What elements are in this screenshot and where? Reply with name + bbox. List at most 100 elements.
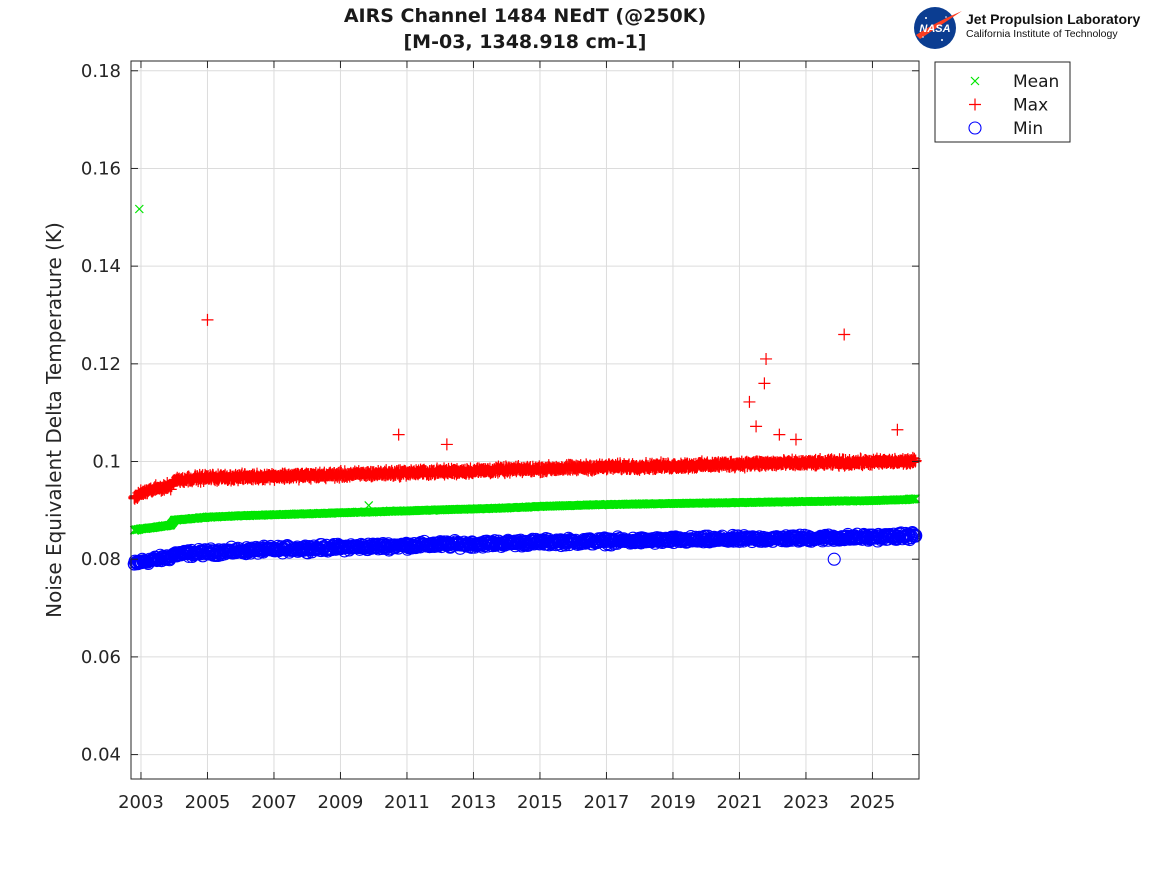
outlier-max (891, 423, 904, 436)
point-min (300, 541, 314, 556)
point-min (164, 550, 178, 564)
series-mean (129, 494, 921, 535)
x-tick-label: 2015 (517, 792, 563, 813)
legend-label-max: Max (1013, 96, 1048, 116)
point-min (234, 544, 248, 558)
point-min (184, 546, 198, 560)
point-min (909, 528, 923, 542)
point-max (184, 472, 197, 485)
point-max (866, 456, 879, 469)
x-tick-label: 2021 (717, 792, 763, 813)
chart-title-line: AIRS Channel 1484 NEdT (@250K) (344, 5, 706, 27)
point-min (699, 533, 713, 547)
series-max (128, 451, 922, 505)
y-axis-label: Noise Equivalent Delta Temperature (K) (42, 222, 66, 618)
y-tick-label: 0.14 (81, 256, 121, 277)
point-min (134, 555, 148, 569)
nasa-meatball-icon: NASA (914, 7, 962, 49)
point-min (267, 542, 281, 556)
point-min (167, 547, 181, 561)
point-min (217, 543, 231, 557)
point-max (201, 471, 214, 484)
x-tick-label: 2017 (584, 792, 630, 813)
outlier-max (838, 328, 851, 341)
point-max (267, 470, 280, 483)
point-min (599, 534, 614, 548)
point-min (433, 538, 447, 552)
point-min (832, 531, 846, 545)
outlier-max (440, 438, 453, 451)
outlier-max (392, 428, 405, 441)
point-min (533, 535, 547, 549)
x-tick-label: 2013 (451, 792, 497, 813)
point-max (234, 471, 247, 484)
point-max (367, 467, 380, 480)
outlier-max (743, 395, 756, 408)
jpl-subtitle: California Institute of Technology (966, 28, 1118, 40)
outlier-max (750, 420, 763, 433)
outlier-max (201, 313, 214, 326)
jpl-logo: NASA Jet Propulsion Laboratory Californi… (912, 5, 1157, 51)
point-max (700, 458, 713, 471)
point-max (134, 487, 147, 500)
jpl-name: Jet Propulsion Laboratory (966, 11, 1141, 27)
point-min (666, 533, 680, 547)
point-max (500, 463, 513, 476)
outlier-max (760, 352, 773, 365)
point-min (500, 536, 514, 550)
point-max (666, 459, 679, 472)
point-max (833, 456, 846, 469)
point-max (567, 461, 580, 474)
point-max (733, 457, 746, 470)
y-tick-label: 0.06 (81, 647, 121, 668)
chart-title: AIRS Channel 1484 NEdT (@250K) [M-03, 134… (344, 5, 706, 53)
point-max (400, 466, 413, 479)
outlier-mean (134, 204, 144, 214)
legend-label-min: Min (1013, 119, 1043, 139)
point-min (200, 545, 215, 559)
y-tick-label: 0.12 (81, 354, 121, 375)
outlier-max (758, 377, 771, 390)
point-min (799, 531, 813, 545)
point-min (466, 537, 481, 551)
point-min (333, 540, 348, 555)
point-min (151, 552, 165, 566)
point-max (434, 465, 447, 478)
x-tick-label: 2009 (318, 792, 364, 813)
nasa-wordmark: NASA (919, 23, 950, 35)
point-max (633, 460, 646, 473)
y-tick-label: 0.1 (92, 452, 121, 473)
chart-series (127, 204, 923, 571)
point-max (909, 454, 922, 467)
point-max (128, 492, 141, 505)
x-tick-label: 2019 (650, 792, 696, 813)
x-tick-label: 2023 (783, 792, 829, 813)
point-min (566, 535, 580, 549)
point-max (533, 462, 546, 475)
point-min (865, 530, 880, 544)
x-tick-label: 2007 (251, 792, 297, 813)
point-min (633, 534, 647, 548)
point-max (164, 479, 177, 492)
point-min (127, 557, 141, 571)
point-max (766, 457, 779, 470)
point-max (600, 460, 613, 473)
x-tick-label: 2025 (850, 792, 896, 813)
point-max (301, 469, 314, 482)
point-max (899, 455, 912, 468)
chart-title-line: [M-03, 1348.918 cm-1] (404, 31, 647, 53)
point-min (899, 529, 913, 543)
chart-grid (131, 61, 919, 779)
point-min (400, 538, 414, 553)
x-tick-label: 2011 (384, 792, 430, 813)
point-max (334, 468, 347, 481)
outlier-max (789, 433, 802, 446)
y-tick-label: 0.04 (81, 745, 121, 766)
outlier-max (773, 428, 786, 441)
x-tick-label: 2005 (185, 792, 231, 813)
y-tick-label: 0.16 (81, 158, 121, 179)
legend-label-mean: Mean (1013, 72, 1059, 92)
chart-axes: 2003 2005 2007 2009 2011 2013 2015 2017 2019 2021… (42, 60, 920, 813)
point-min (766, 532, 780, 546)
